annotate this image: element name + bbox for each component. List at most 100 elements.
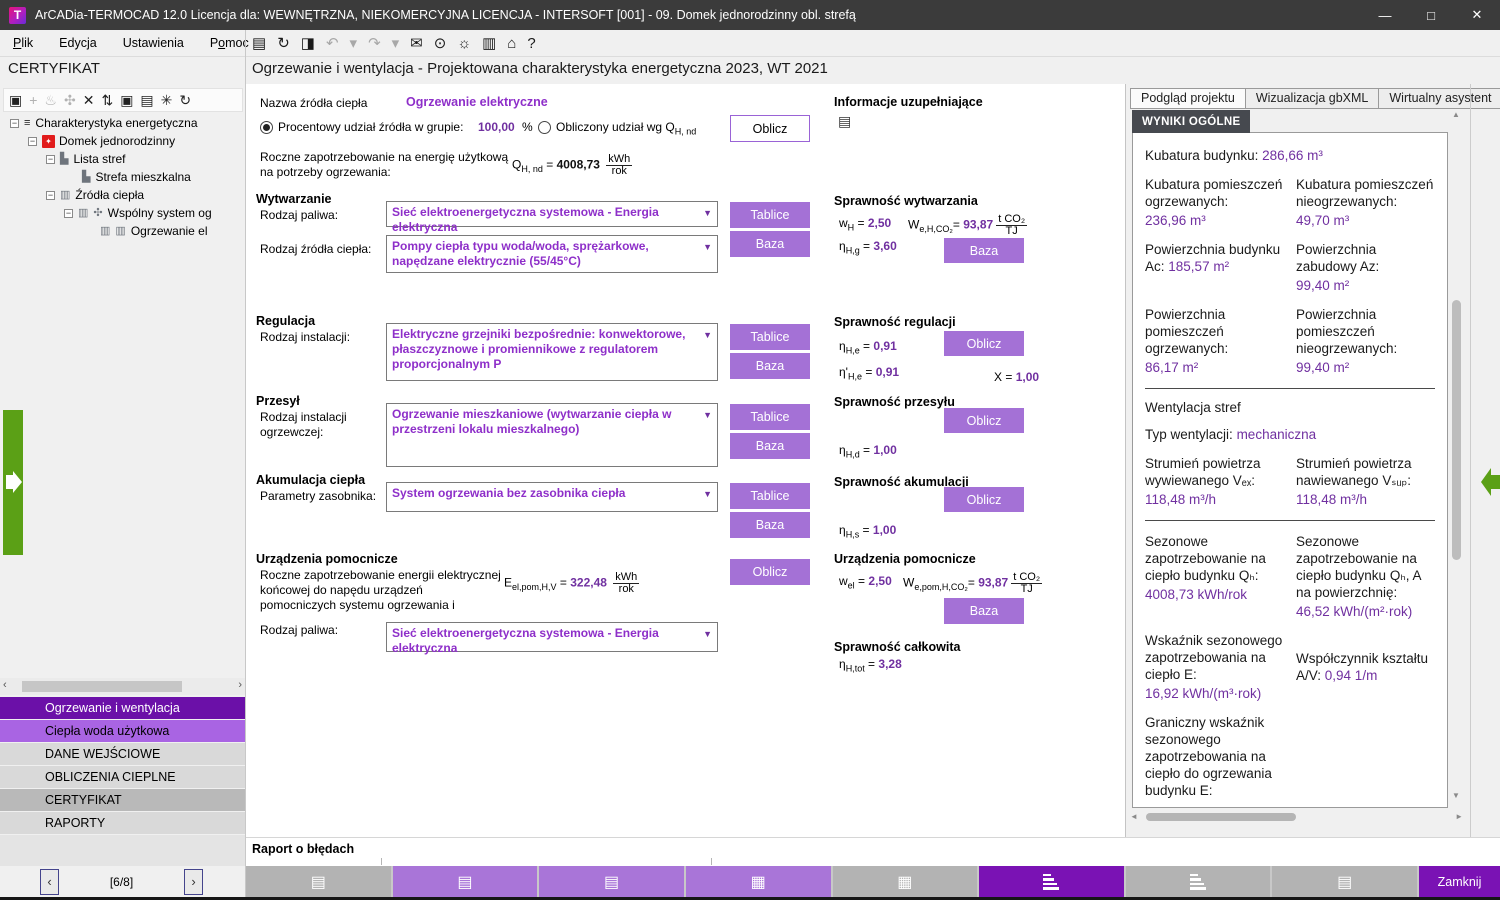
report-table-button-2[interactable]: ▦ [832,866,978,897]
nav-ogrzewanie-i-wentylacja[interactable]: Ogrzewanie i wentylacja [0,697,245,720]
baza-regulacja-button[interactable]: Baza [730,353,810,379]
baza-przesyl-button[interactable]: Baza [730,433,810,459]
tree-item-domek[interactable]: − ✦ Domek jednorodzinny [28,134,176,148]
heat-source-type-select[interactable]: Pompy ciepła typu woda/woda, sprężarkowe… [386,235,718,273]
sort-icon[interactable]: ⇅ [101,91,114,108]
baza-wytwarzania-button[interactable]: Baza [944,238,1024,263]
collapse-icon[interactable]: − [46,153,55,164]
help-icon[interactable]: ? [527,35,536,52]
redo-icon[interactable]: ↷ [368,35,381,52]
tablice-regulacja-button[interactable]: Tablice [730,324,810,350]
redo-dropdown-icon[interactable]: ▾ [391,35,400,52]
scrollbar-thumb[interactable] [1146,813,1296,821]
energy-class-button[interactable] [1125,866,1271,897]
scrollbar-thumb[interactable] [1452,300,1461,560]
menu-edycja[interactable]: Edycja [59,36,97,50]
close-icon[interactable]: ✕ [1471,7,1483,22]
wyniki-ogolne-badge[interactable]: WYNIKI OGÓLNE [1132,110,1251,133]
home-icon[interactable]: ⌂ [507,35,517,52]
pager-prev-icon[interactable]: ‹ [40,868,59,895]
add-document-icon[interactable]: ▣ [9,91,23,108]
scroll-right-icon[interactable]: ► [1455,812,1463,821]
send-icon[interactable]: ✉ [410,35,423,52]
nav-certyfikat[interactable]: CERTYFIKAT [0,789,245,812]
report-list-icon[interactable]: ▥ [482,35,497,52]
oblicz-akumulacji-button[interactable]: Oblicz [944,487,1024,512]
save-icon[interactable]: ▤ [252,35,267,52]
pager-next-icon[interactable]: › [184,868,203,895]
refresh-icon[interactable]: ↻ [277,35,290,52]
minimize-icon[interactable]: — [1378,7,1392,23]
collapse-right-drawer-handle[interactable] [1481,464,1500,500]
tree-item-zrodla-ciepla[interactable]: − ▥ Źródła ciepła [46,188,145,202]
nav-obliczenia-cieplne[interactable]: OBLICZENIA CIEPLNE [0,766,245,789]
sync-icon[interactable]: ↻ [179,91,192,108]
add-ventilation-icon[interactable]: ✣ [63,91,76,108]
collapse-icon[interactable]: − [28,135,37,146]
tab-wizualizacja-gbxml[interactable]: Wizualizacja gbXML [1245,88,1380,109]
delete-icon[interactable]: ✕ [82,91,95,108]
energy-class-button-selected[interactable] [979,866,1124,897]
license-lock-icon[interactable]: ⊙ [433,35,447,52]
tablice-akumulacja-button[interactable]: Tablice [730,483,810,509]
expand-left-drawer-handle[interactable] [3,410,23,555]
baza-wytwarzanie-button[interactable]: Baza [730,231,810,257]
baza-pomocnicze-button[interactable]: Baza [944,598,1024,624]
heating-installation-select[interactable]: Ogrzewanie mieszkaniowe (wytwarzanie cie… [386,403,718,467]
maximize-icon[interactable]: □ [1427,7,1435,23]
copy-icon[interactable]: ▣ [120,91,134,108]
oblicz-regulacji-button[interactable]: Oblicz [944,331,1024,356]
scroll-up-icon[interactable]: ▲ [1452,110,1460,119]
tab-podglad-projektu[interactable]: Podgląd projektu [1130,88,1246,109]
save-project-icon[interactable]: ▤ [140,91,154,108]
scrollbar-thumb[interactable] [22,681,182,692]
installation-type-select[interactable]: Elektryczne grzejniki bezpośrednie: konw… [386,323,718,381]
collapse-icon[interactable]: − [10,117,19,128]
certificate-doc-button[interactable]: ▤ [1272,866,1417,897]
scroll-down-icon[interactable]: ▼ [1452,791,1460,800]
oblicz-share-button[interactable]: Oblicz [730,115,810,142]
report-doc-button-2[interactable]: ▤ [392,866,538,897]
undo-dropdown-icon[interactable]: ▾ [349,35,358,52]
percent-share-radio[interactable] [260,121,273,134]
oblicz-pomocnicze-button[interactable]: Oblicz [730,559,810,585]
results-vertical-scrollbar[interactable]: ▲ ▼ [1450,110,1463,800]
scroll-right-icon[interactable]: › [238,679,242,691]
fuel-type-select[interactable]: Sieć elektroenergetyczna systemowa - Ene… [386,201,718,234]
calculated-share-radio[interactable] [538,121,551,134]
menu-ustawienia[interactable]: Ustawienia [122,36,184,50]
collapse-icon[interactable]: − [46,189,55,200]
add-heat-source-icon[interactable]: ♨ [44,91,57,108]
report-doc-button-3[interactable]: ▤ [539,866,684,897]
note-icon[interactable]: ▤ [838,113,852,129]
nav-ciepla-woda[interactable]: Ciepła woda użytkowa [0,720,245,743]
splitter-tick[interactable] [711,858,712,865]
collapse-icon[interactable]: − [64,207,73,218]
tree-item-lista-stref[interactable]: − ▙ Lista stref [46,152,126,166]
nav-scrollbar[interactable]: ‹ › [0,678,245,695]
tree-item-strefa-mieszkalna[interactable]: ▙ Strefa mieszkalna [82,170,191,184]
tab-wirtualny-asystent[interactable]: Wirtualny asystent [1379,88,1500,109]
tree-item-wspolny-system[interactable]: − ▥ ✣ Wspólny system og [64,206,212,220]
scroll-left-icon[interactable]: ◄ [1130,812,1138,821]
results-horizontal-scrollbar[interactable]: ◄ ► [1130,810,1463,824]
oblicz-przesylu-button[interactable]: Oblicz [944,408,1024,433]
tree-item-charakterystyka[interactable]: − ≡ Charakterystyka energetyczna [10,116,198,130]
tank-params-select[interactable]: System ogrzewania bez zasobnika ciepła ▼ [386,482,718,512]
history-icon[interactable]: ☼ [457,35,472,52]
scroll-left-icon[interactable]: ‹ [3,679,7,691]
wizard-icon[interactable]: ✳ [160,91,173,108]
nav-dane-wejsciowe[interactable]: DANE WEJŚCIOWE [0,743,245,766]
tablice-wytwarzanie-button[interactable]: Tablice [730,202,810,228]
undo-icon[interactable]: ↶ [325,35,339,52]
report-doc-button-1[interactable]: ▤ [246,866,391,897]
add-item-icon[interactable]: + [29,92,38,108]
close-panel-button[interactable]: Zamknij [1419,866,1500,897]
tree-item-ogrzewanie-el[interactable]: ▥ ▥ Ogrzewanie el [100,224,208,238]
tablice-przesyl-button[interactable]: Tablice [730,404,810,430]
report-table-button-1[interactable]: ▦ [685,866,831,897]
baza-akumulacja-button[interactable]: Baza [730,512,810,538]
aux-fuel-select[interactable]: Sieć elektroenergetyczna systemowa - Ene… [386,622,718,655]
percent-share-value[interactable]: 100,00 [478,120,515,134]
